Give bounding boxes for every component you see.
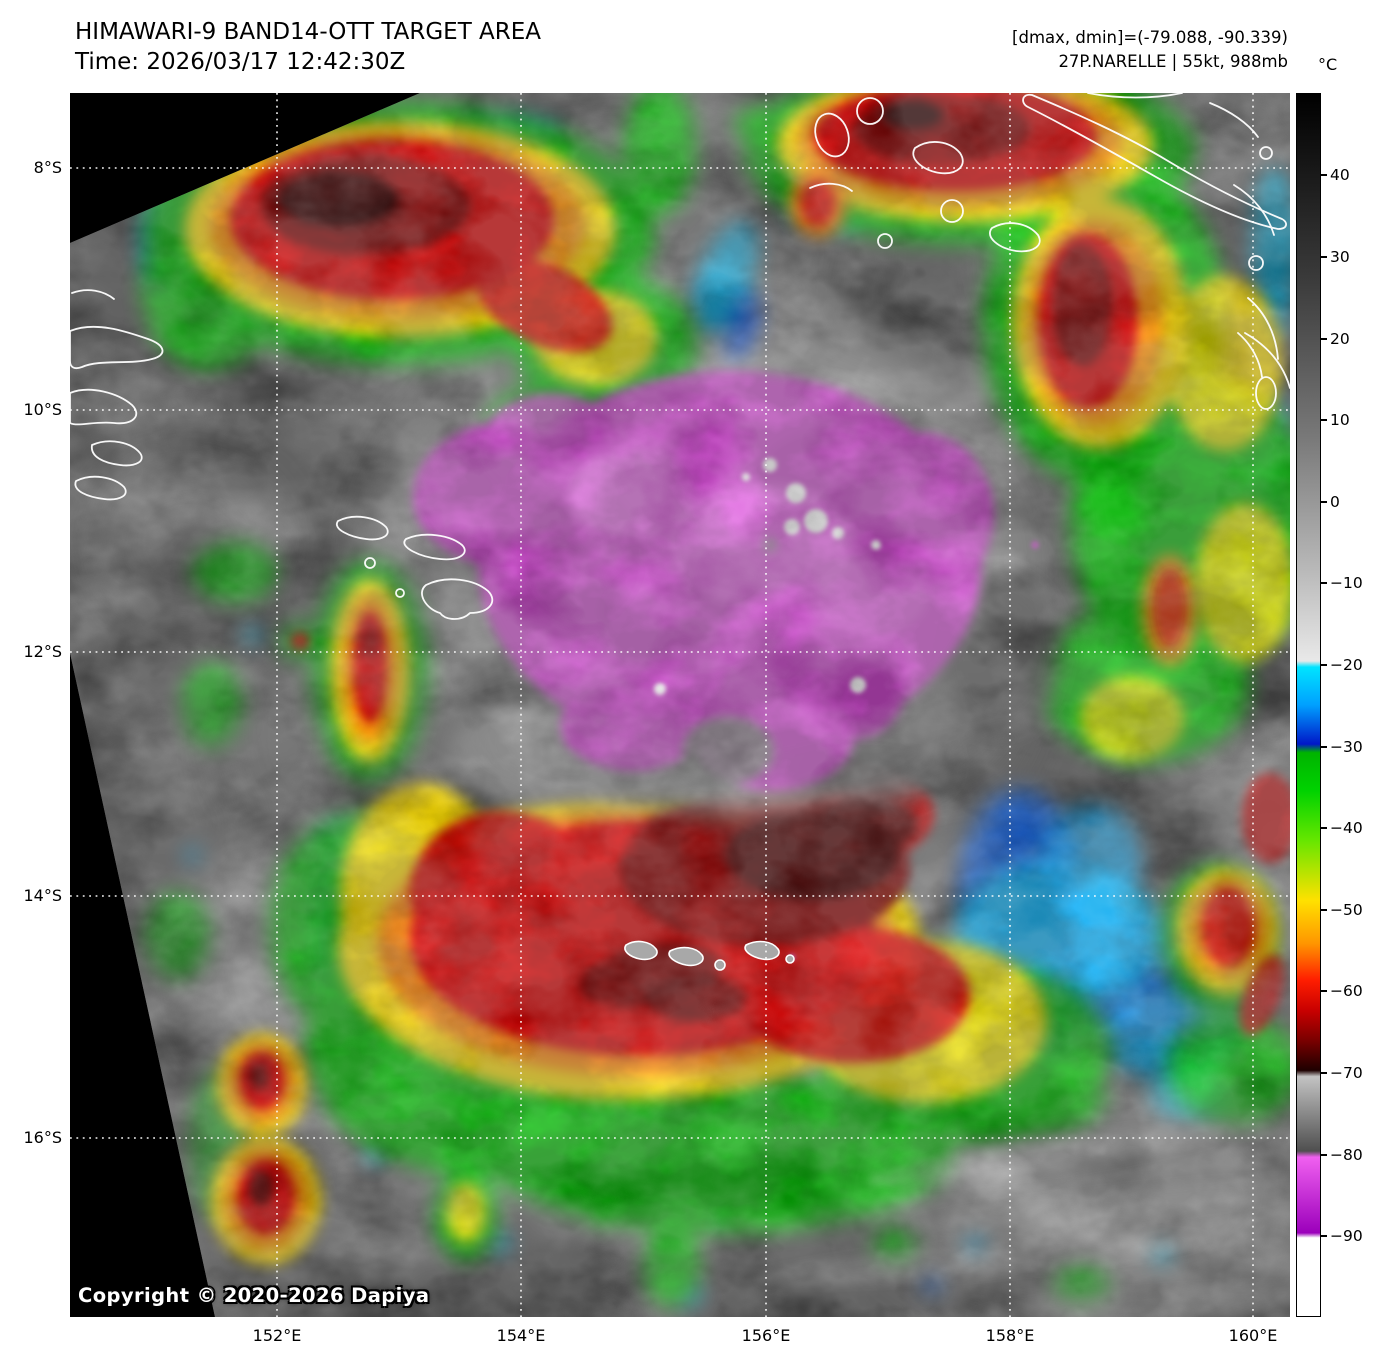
colorbar-tick-30: 30 xyxy=(1321,248,1350,266)
lon-label-154e: 154°E xyxy=(496,1326,546,1345)
colorbar-tick-n40: −40 xyxy=(1321,819,1363,837)
colorbar-tick-n30: −30 xyxy=(1321,738,1363,756)
lon-label-158e: 158°E xyxy=(985,1326,1035,1345)
lon-label-152e: 152°E xyxy=(252,1326,302,1345)
storm-info: 27P.NARELLE | 55kt, 988mb xyxy=(1058,52,1288,71)
colorbar-tick-0: 0 xyxy=(1321,493,1340,511)
lon-label-156e: 156°E xyxy=(741,1326,791,1345)
colorbar-tick-n10: −10 xyxy=(1321,574,1363,592)
colorbar-tick-n70: −70 xyxy=(1321,1064,1363,1082)
product-time: Time: 2026/03/17 12:42:30Z xyxy=(75,49,406,75)
colorbar-tick-n80: −80 xyxy=(1321,1146,1363,1164)
lat-label-14s: 14°S xyxy=(23,886,62,905)
colorbar-tick-n90: −90 xyxy=(1321,1227,1363,1245)
colorbar-tick-40: 40 xyxy=(1321,166,1350,184)
colorbar-tick-n50: −50 xyxy=(1321,901,1363,919)
satellite-map: Copyright © 2020-2026 Dapiya xyxy=(70,93,1290,1317)
lon-label-160e: 160°E xyxy=(1228,1326,1278,1345)
colorbar xyxy=(1296,93,1321,1317)
lat-label-12s: 12°S xyxy=(23,642,62,661)
colorbar-tick-n20: −20 xyxy=(1321,656,1363,674)
colorbar-tick-n60: −60 xyxy=(1321,982,1363,1000)
lat-label-8s: 8°S xyxy=(33,158,62,177)
coastlines xyxy=(70,93,1290,620)
lat-label-10s: 10°S xyxy=(23,400,62,419)
colorbar-tick-10: 10 xyxy=(1321,411,1350,429)
lat-label-16s: 16°S xyxy=(23,1128,62,1147)
texture-overlay xyxy=(70,93,1290,1317)
small-islands xyxy=(624,940,795,971)
satellite-imagery xyxy=(70,93,1290,1317)
copyright-watermark: Copyright © 2020-2026 Dapiya xyxy=(78,1284,430,1307)
dmax-dmin-readout: [dmax, dmin]=(-79.088, -90.339) xyxy=(1012,28,1288,47)
colorbar-gradient xyxy=(1297,94,1320,1316)
header-right: [dmax, dmin]=(-79.088, -90.339) 27P.NARE… xyxy=(1012,26,1288,74)
product-title: HIMAWARI-9 BAND14-OTT TARGET AREA xyxy=(75,19,542,45)
colorbar-unit-label: °C xyxy=(1318,55,1338,74)
colorbar-tick-20: 20 xyxy=(1321,330,1350,348)
